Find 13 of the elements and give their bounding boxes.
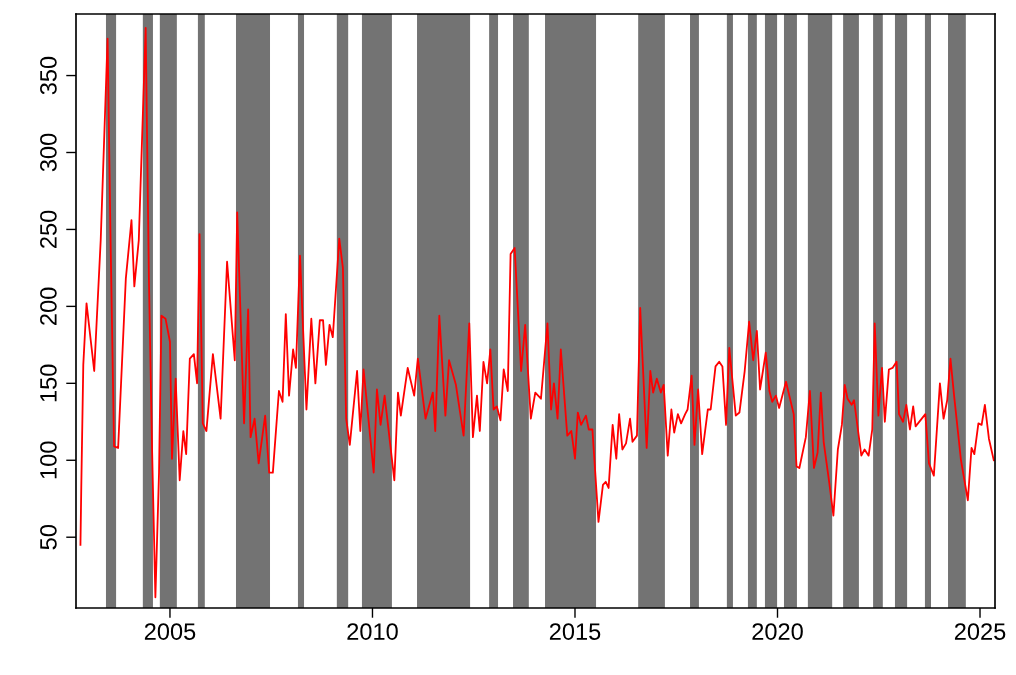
x-tick-label: 2010 [347,623,398,640]
y-tick-label: 300 [40,133,57,172]
y-tick-label: 100 [40,441,57,479]
y-tick-label: 350 [40,56,57,95]
x-tick-label: 2020 [752,623,803,640]
line-series [79,26,995,599]
y-tick-label: 250 [40,210,57,248]
x-tick-label: 2005 [144,623,196,640]
y-tick-label: 50 [40,525,57,550]
x-tick-label: 2015 [549,623,601,640]
y-tick-label: 200 [40,287,57,325]
x-tick-label: 2025 [954,623,1006,640]
y-tick-label: 150 [40,364,57,402]
